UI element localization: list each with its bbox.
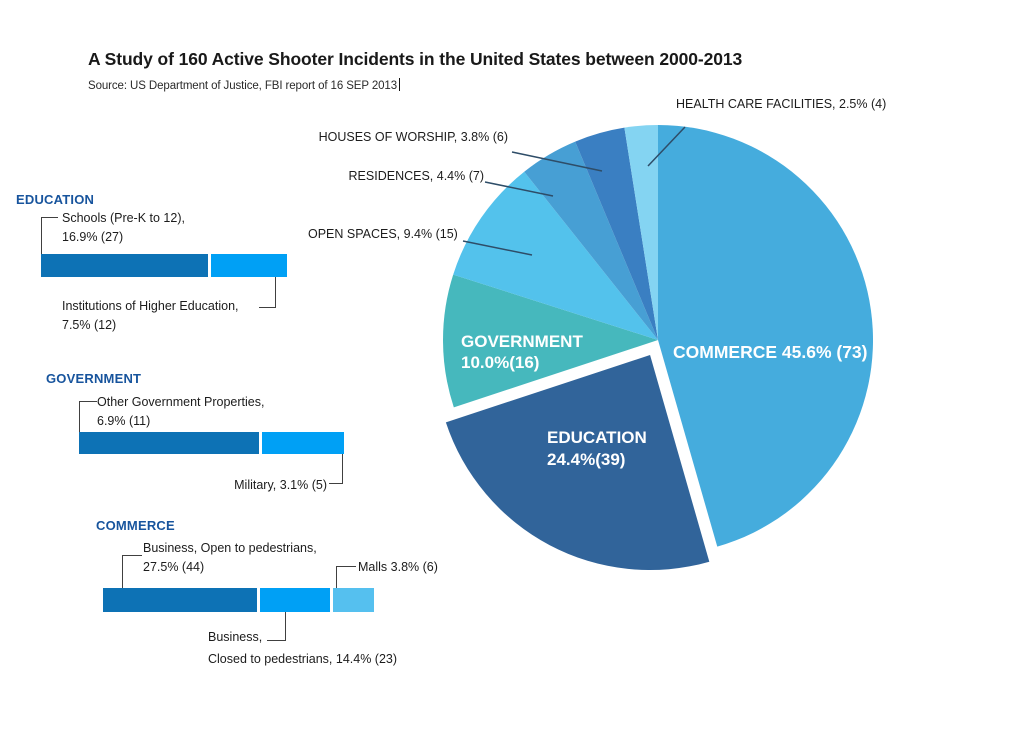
business-closed-label-value: 14.4% (23)	[335, 652, 398, 666]
residences-leader-line	[484, 181, 554, 197]
pie-slice-health-care-facilities	[624, 125, 658, 340]
connector-line	[275, 277, 276, 308]
business-open-label-line1: Business, Open to pedestrians,	[143, 541, 317, 555]
military-label-name: Military,	[234, 478, 277, 492]
government-slice-label-line1: GOVERNMENT	[461, 332, 583, 351]
bar-segment-military	[262, 432, 344, 454]
malls-label-name: Malls	[358, 560, 388, 574]
government-bar	[79, 432, 345, 454]
houses-of-worship-leader-line	[511, 151, 603, 172]
connector-line	[336, 566, 356, 567]
education-bar	[41, 254, 287, 277]
connector-line	[79, 401, 80, 432]
bar-segment-malls	[333, 588, 374, 612]
government-group-heading: GOVERNMENT	[46, 371, 142, 386]
connector-line	[79, 401, 97, 402]
military-label-value: 3.1% (5)	[279, 478, 327, 492]
malls-label: Malls 3.8% (6)	[358, 558, 438, 577]
bar-segment-business-open-to-pedestrians	[103, 588, 257, 612]
health-care-leader-line	[647, 126, 686, 167]
commerce-bar	[103, 588, 375, 612]
source-text: Source: US Department of Justice, FBI re…	[88, 80, 398, 92]
business-closed-label-line2: Closed to pedestrians,	[208, 652, 333, 666]
page-title: A Study of 160 Active Shooter Incidents …	[88, 49, 743, 69]
connector-line	[285, 612, 286, 641]
pie-slice-government	[443, 274, 658, 408]
connector-line	[329, 483, 343, 484]
commerce-group-heading: COMMERCE	[96, 518, 175, 533]
higher-education-label-line2: 7.5% (12)	[62, 318, 117, 332]
other-government-label: Other Government Properties, 6.9% (11)	[97, 393, 264, 431]
other-government-label-line2: 6.9% (11)	[97, 414, 151, 428]
business-open-label: Business, Open to pedestrians, 27.5% (44…	[143, 539, 317, 577]
bar-segment-institutions-of-higher-education	[211, 254, 287, 277]
business-closed-label: Business, Closed to pedestrians, 14.4% (…	[208, 626, 397, 670]
pie-slice-houses-of-worship	[575, 127, 658, 340]
connector-line	[267, 640, 285, 641]
higher-education-label: Institutions of Higher Education, 7.5% (…	[62, 297, 239, 335]
pie-chart	[443, 125, 874, 571]
text-cursor	[399, 78, 401, 91]
connector-line	[122, 555, 123, 588]
government-slice-label-line2: 10.0%(16)	[461, 353, 540, 372]
other-government-label-line1: Other Government Properties,	[97, 395, 265, 409]
bar-segment-schools-pre-k-to-12	[41, 254, 208, 277]
houses-of-worship-callout: HOUSES OF WORSHIP, 3.8% (6)	[318, 130, 508, 144]
connector-line	[342, 454, 343, 484]
higher-education-label-line1: Institutions of Higher Education,	[62, 299, 239, 313]
government-slice-label: GOVERNMENT 10.0%(16)	[461, 331, 583, 373]
business-open-label-line2: 27.5% (44)	[143, 560, 205, 574]
connector-line	[259, 307, 276, 308]
connector-line	[336, 566, 337, 588]
business-closed-label-line1: Business,	[208, 630, 263, 644]
education-slice-label: EDUCATION 24.4%(39)	[547, 427, 647, 471]
connector-line	[41, 217, 42, 254]
connector-line	[41, 217, 58, 218]
pie-slice-education	[445, 355, 710, 571]
source-line[interactable]: Source: US Department of Justice, FBI re…	[88, 78, 401, 92]
schools-label-line1: Schools (Pre-K to 12),	[62, 211, 185, 225]
bar-segment-business	[260, 588, 330, 612]
health-care-callout: HEALTH CARE FACILITIES, 2.5% (4)	[676, 97, 887, 111]
education-group-heading: EDUCATION	[16, 192, 95, 207]
open-spaces-callout: OPEN SPACES, 9.4% (15)	[308, 227, 458, 241]
residences-callout: RESIDENCES, 4.4% (7)	[348, 169, 484, 183]
bar-segment-other-government-properties	[79, 432, 259, 454]
pie-slice-open-spaces	[453, 171, 658, 340]
pie-slice-residences	[524, 141, 658, 340]
schools-label: Schools (Pre-K to 12), 16.9% (27)	[62, 209, 185, 247]
education-slice-label-line1: EDUCATION	[547, 428, 647, 447]
military-label: Military, 3.1% (5)	[217, 476, 327, 495]
schools-label-line2: 16.9% (27)	[62, 230, 124, 244]
malls-label-value: 3.8% (6)	[390, 560, 438, 574]
connector-line	[122, 555, 142, 556]
pie-slice-commerce	[658, 125, 874, 547]
education-slice-label-line2: 24.4%(39)	[547, 450, 626, 469]
open-spaces-leader-line	[462, 240, 533, 256]
commerce-slice-label: COMMERCE 45.6% (73)	[673, 342, 868, 362]
